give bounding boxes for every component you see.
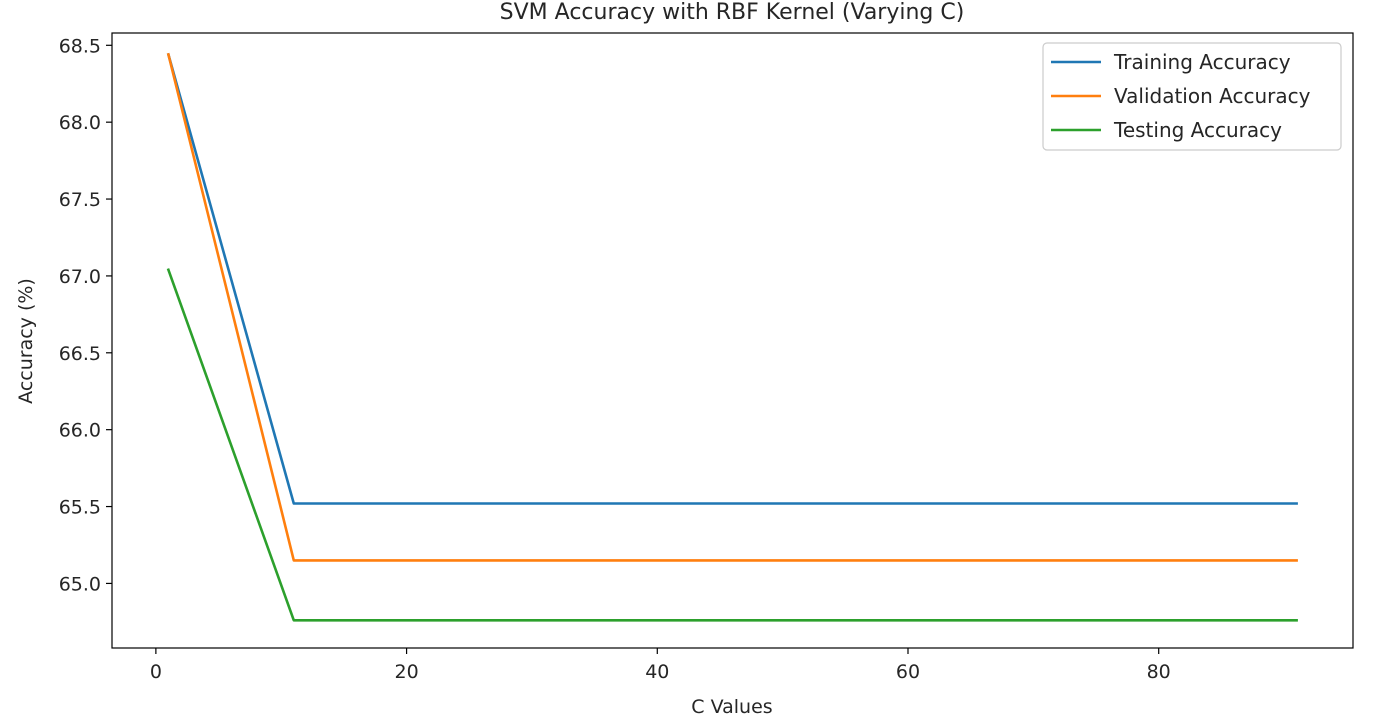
x-tick-label: 0 — [150, 661, 162, 683]
y-axis-ticks: 65.0 65.5 66.0 66.5 67.0 67.5 68.0 68.5 — [59, 35, 112, 595]
legend-box — [1042, 42, 1342, 151]
y-tick-label: 68.5 — [59, 35, 101, 57]
legend-label-2: Testing Accuracy — [1113, 118, 1282, 142]
plot-frame — [111, 32, 1354, 649]
x-axis-label: C Values — [691, 696, 772, 718]
x-tick-label: 80 — [1147, 661, 1171, 683]
x-tick-label: 20 — [394, 661, 418, 683]
legend-label-1: Validation Accuracy — [1114, 84, 1311, 108]
series-line-0 — [166, 52, 1298, 505]
y-axis-label: Accuracy (%) — [15, 278, 37, 404]
chart-title: SVM Accuracy with RBF Kernel (Varying C) — [500, 0, 965, 25]
y-tick-label: 68.0 — [59, 112, 101, 134]
series-line-2 — [166, 268, 1298, 622]
y-tick-label: 65.5 — [59, 497, 101, 519]
x-axis-ticks: 0 20 40 60 80 — [150, 648, 1171, 683]
legend-label-0: Training Accuracy — [1113, 50, 1291, 74]
y-tick-label: 66.5 — [59, 343, 101, 365]
y-tick-label: 66.0 — [59, 420, 101, 442]
legend: Training Accuracy Validation Accuracy Test… — [1042, 42, 1342, 151]
x-tick-label: 40 — [645, 661, 669, 683]
x-tick-label: 60 — [896, 661, 920, 683]
series-line-1 — [166, 52, 1298, 562]
y-tick-label: 67.5 — [59, 189, 101, 211]
y-tick-label: 67.0 — [59, 266, 101, 288]
plot-lines — [166, 52, 1298, 622]
y-tick-label: 65.0 — [59, 573, 101, 595]
